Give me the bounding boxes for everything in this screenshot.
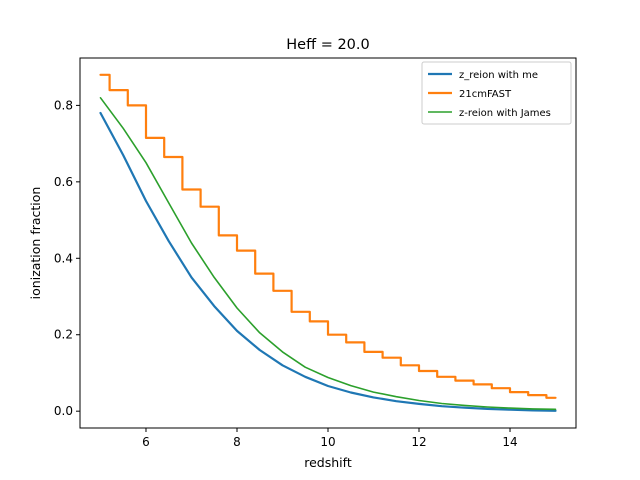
x-tick-label: 14 xyxy=(502,435,517,449)
x-tick-label: 10 xyxy=(320,435,335,449)
y-tick-label: 0.6 xyxy=(54,175,73,189)
legend-label: 21cmFAST xyxy=(459,89,512,100)
y-axis-label: ionization fraction xyxy=(28,187,43,300)
legend: z_reion with me 21cmFAST z-reion with Jame… xyxy=(421,61,572,125)
x-axis-label: redshift xyxy=(304,455,352,470)
legend-label: z_reion with me xyxy=(459,70,538,81)
chart-title: Heff = 20.0 xyxy=(286,37,369,53)
y-tick-label: 0.4 xyxy=(54,251,73,265)
x-axis: 6 8 10 12 14 xyxy=(142,428,518,449)
legend-label: z-reion with James xyxy=(459,108,551,119)
series-line-1 xyxy=(99,73,557,399)
x-tick-label: 8 xyxy=(233,435,241,449)
plot-area xyxy=(99,73,557,412)
y-tick-label: 0.2 xyxy=(54,328,73,342)
x-tick-label: 6 xyxy=(142,435,150,449)
series-line-0 xyxy=(99,111,557,412)
y-tick-label: 0.8 xyxy=(54,98,73,112)
legend-box xyxy=(421,61,572,125)
y-tick-label: 0.0 xyxy=(54,404,73,418)
axes-frame xyxy=(79,57,577,429)
x-tick-label: 12 xyxy=(411,435,426,449)
series-line-2 xyxy=(99,97,557,411)
y-axis: 0.0 0.2 0.4 0.6 0.8 xyxy=(54,98,80,418)
